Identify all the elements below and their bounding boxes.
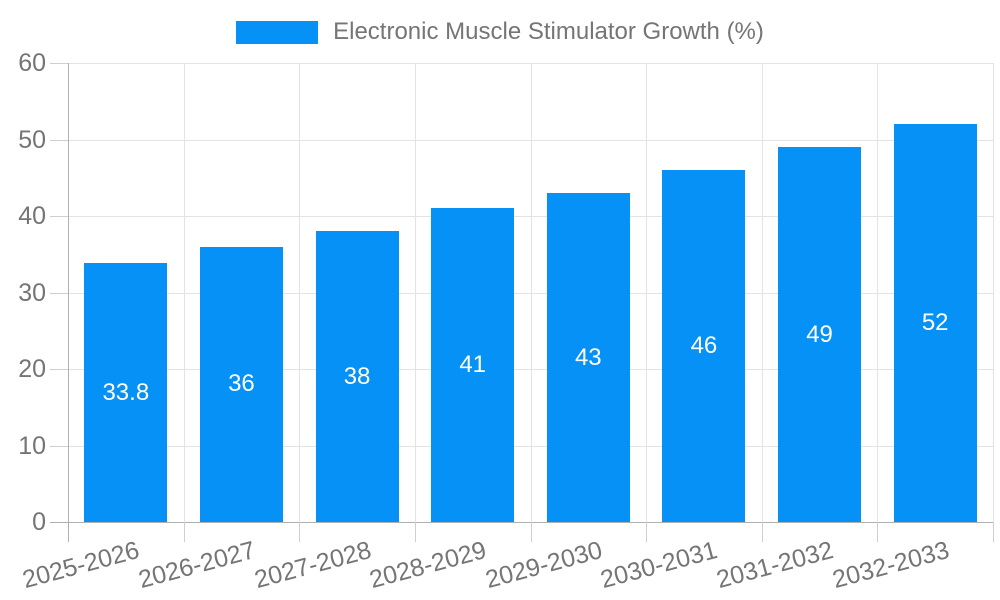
y-axis-tick [50, 216, 68, 217]
x-axis-tick [68, 522, 69, 542]
y-axis-tick-label: 20 [18, 355, 46, 383]
y-axis-tick-label: 30 [18, 278, 46, 307]
bar-value-label: 38 [343, 362, 371, 390]
x-axis-tick-label: 2031-2032 [713, 536, 837, 595]
bar-value-label: 46 [690, 332, 718, 360]
x-axis-tick [183, 522, 185, 542]
bar[interactable] [315, 231, 399, 522]
bar[interactable] [893, 124, 977, 522]
y-axis-tick-label: 0 [32, 508, 46, 536]
bar[interactable] [84, 263, 168, 522]
bar-value-label: 33.8 [102, 378, 150, 406]
bar-value-label: 52 [921, 309, 949, 337]
bar[interactable] [546, 193, 630, 522]
bar[interactable] [199, 246, 283, 522]
vertical-gridline [646, 63, 648, 522]
y-axis-tick [50, 369, 68, 370]
y-axis-tick [50, 522, 68, 523]
vertical-gridline [183, 63, 185, 522]
x-axis-tick-label: 2030-2031 [597, 536, 721, 595]
x-axis-tick [877, 522, 879, 542]
y-axis-tick [50, 63, 68, 64]
y-axis-tick-label: 10 [18, 431, 46, 460]
x-axis-tick [299, 522, 301, 542]
y-axis-tick-label: 50 [18, 125, 46, 154]
bar-value-label: 36 [228, 370, 255, 398]
bar-value-label: 49 [806, 320, 833, 348]
vertical-gridline [877, 63, 879, 522]
legend[interactable]: Electronic Muscle Stimulator Growth (%) [0, 18, 1000, 46]
x-axis-tick [530, 522, 532, 542]
x-axis-tick-label: 2029-2030 [482, 536, 606, 595]
y-axis-tick-label: 60 [18, 49, 46, 77]
vertical-gridline [993, 63, 994, 522]
bar-value-label: 43 [574, 343, 602, 371]
vertical-gridline [761, 63, 763, 522]
bar[interactable] [662, 170, 746, 522]
x-axis-tick [414, 522, 416, 542]
vertical-gridline [299, 63, 301, 522]
x-axis-tick-label: 2025-2026 [19, 536, 143, 595]
x-axis-tick-label: 2032-2033 [829, 536, 952, 595]
y-axis-tick [50, 139, 68, 141]
x-axis-tick [993, 522, 994, 542]
x-axis-tick-label: 2026-2027 [135, 536, 259, 595]
x-axis-tick [646, 522, 648, 542]
vertical-gridline [414, 63, 416, 522]
vertical-gridline [530, 63, 532, 522]
x-axis-tick-label: 2027-2028 [251, 536, 374, 595]
legend-swatch[interactable] [236, 20, 319, 44]
bar[interactable] [431, 208, 515, 522]
x-axis-tick-label: 2028-2029 [366, 536, 490, 595]
y-axis-tick-label: 40 [18, 202, 46, 230]
y-axis-line [68, 63, 69, 522]
bar-value-label: 41 [459, 351, 487, 379]
legend-label[interactable]: Electronic Muscle Stimulator Growth (%) [333, 18, 764, 45]
y-axis-tick [50, 292, 68, 294]
bar[interactable] [778, 147, 862, 522]
x-axis-tick [761, 522, 763, 542]
y-axis-tick [50, 445, 68, 447]
